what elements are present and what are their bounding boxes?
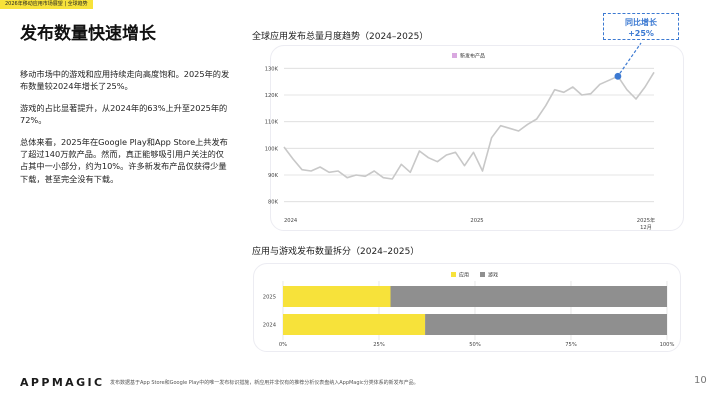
- page-number: 10: [694, 375, 707, 386]
- line-y-tick-label: 110K: [265, 120, 279, 126]
- bar-segment-apps: [283, 286, 391, 307]
- bar-x-tick-label: 100%: [660, 342, 675, 348]
- bar-x-tick-label: 0%: [279, 342, 287, 348]
- bar-segment-games: [425, 314, 667, 335]
- line-x-tick-label: 2025年: [637, 216, 655, 224]
- line-legend-label: 新发布产品: [460, 53, 485, 60]
- line-y-tick-label: 100K: [265, 146, 279, 152]
- footnote: 发布数据基于App Store和Google Play中的唯一发布标识措施，新应…: [110, 380, 419, 386]
- appmagic-logo: APPMAGIC: [20, 376, 105, 389]
- bar-legend-swatch-apps: [451, 272, 456, 277]
- bar-x-tick-label: 75%: [565, 342, 577, 348]
- report-tag: 2026年移动应用市场展望 | 全球趋势: [0, 0, 93, 9]
- body-text: 移动市场中的游戏和应用持续走向高度饱和。2025年的发布数量较2024年增长了2…: [20, 68, 232, 194]
- paragraph-1: 移动市场中的游戏和应用持续走向高度饱和。2025年的发布数量较2024年增长了2…: [20, 69, 230, 92]
- bar-x-tick-label: 25%: [373, 342, 385, 348]
- page-title: 发布数量快速增长: [20, 24, 156, 44]
- callout-value: +25%: [628, 29, 654, 38]
- bar-legend-label: 游戏: [488, 272, 498, 279]
- callout-connector: [619, 42, 642, 74]
- bar-category-label: 2024: [263, 323, 277, 329]
- yoy-callout: 同比增长 +25%: [603, 13, 679, 40]
- bar-chart-title: 应用与游戏发布数量拆分（2024–2025）: [252, 247, 420, 257]
- line-y-tick-label: 120K: [265, 93, 279, 99]
- line-legend-swatch: [452, 53, 457, 58]
- line-series-new-releases: [283, 71, 655, 180]
- line-x-tick-label-cont: 12月: [640, 224, 652, 231]
- bar-chart-panel: [253, 263, 681, 352]
- line-x-tick-label: 2024: [284, 218, 298, 224]
- line-y-tick-label: 130K: [265, 66, 279, 72]
- bar-legend-swatch-games: [480, 272, 485, 277]
- callout-label: 同比增长: [625, 18, 657, 27]
- line-y-tick-label: 80K: [268, 200, 279, 206]
- line-chart-title: 全球应用发布总量月度趋势（2024–2025）: [252, 32, 429, 42]
- line-x-tick-label: 2025: [470, 218, 483, 224]
- bar-legend-label: 应用: [459, 272, 469, 279]
- bar-segment-games: [390, 286, 667, 307]
- line-y-tick-label: 90K: [268, 173, 279, 179]
- paragraph-3: 总体来看，2025年在Google Play和App Store上共发布了超过1…: [20, 136, 228, 184]
- bar-segment-apps: [283, 314, 426, 335]
- paragraph-2: 游戏的占比显著提升，从2024年的63%上升至2025年的72%。: [20, 102, 228, 126]
- bar-category-label: 2025: [263, 295, 276, 301]
- line-highlight-point: [614, 72, 622, 80]
- bar-x-tick-label: 50%: [469, 342, 481, 348]
